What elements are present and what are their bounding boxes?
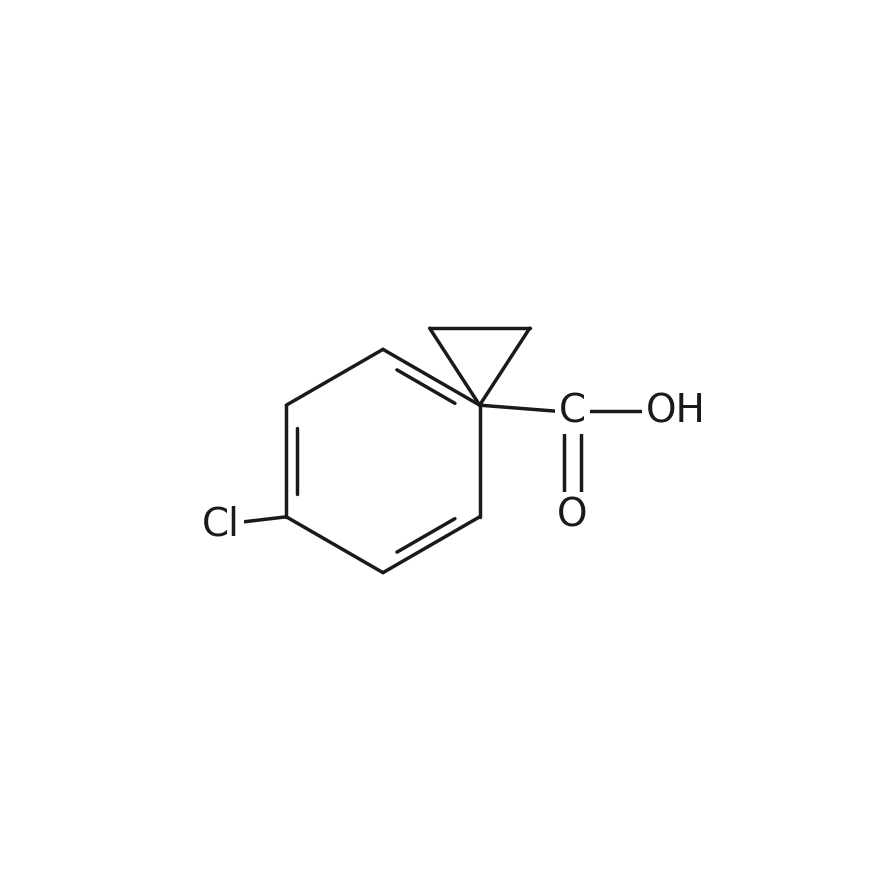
Text: Cl: Cl bbox=[202, 506, 239, 544]
Text: OH: OH bbox=[646, 392, 706, 431]
Text: O: O bbox=[557, 497, 587, 534]
Text: C: C bbox=[559, 392, 586, 431]
